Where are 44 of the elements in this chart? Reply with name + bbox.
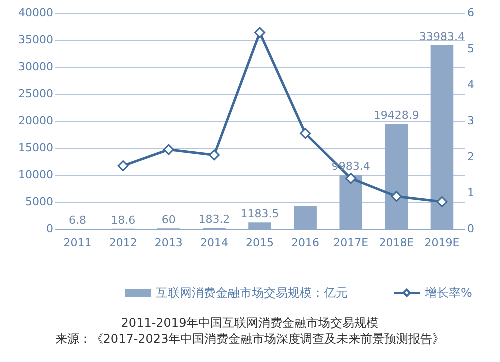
point (300, 128, 312, 140)
y-tick-label: 0 (46, 222, 54, 236)
x-tick-label: 2017E (334, 236, 369, 250)
data-label: 33983.4 (419, 30, 465, 44)
point (118, 160, 129, 172)
y2-tick-label: 4 (468, 78, 474, 92)
x-tick-label: 2019E (424, 236, 460, 250)
y-tick-label: 35000 (18, 34, 54, 46)
source-note: 来源：《2017-2023年中国消费金融市场深度调查及未来前景预测报告》 (55, 332, 445, 346)
point (208, 150, 220, 161)
data-label: 60 (162, 214, 176, 227)
y-tick-label: 30000 (18, 60, 54, 74)
y-tick-label: 20000 (18, 114, 54, 128)
y2-tick-label: 3 (468, 114, 474, 128)
data-label: 183.2 (198, 213, 230, 226)
legend-label: 互联网消费金融市场交易规模：亿元 (156, 286, 348, 300)
x-tick-label: 2013 (154, 236, 183, 250)
y2-tick-label: 1 (468, 186, 474, 200)
data-label: 18.6 (111, 214, 136, 227)
point (163, 144, 174, 156)
y-tick-label: 10000 (18, 168, 54, 182)
x-tick-label: 2011 (64, 236, 92, 250)
data-label: 1183.5 (240, 208, 280, 221)
x-tick-label: 2014 (200, 236, 228, 250)
y2-tick-label: 6 (468, 6, 474, 20)
point (346, 173, 357, 184)
y-tick-label: 40000 (18, 6, 54, 20)
x-tick-label: 2018E (379, 236, 414, 250)
y2-tick-label: 5 (468, 42, 474, 56)
x-tick-label: 2016 (292, 236, 320, 250)
text: 2011-2019年中国互联网消费金融市场交易规模 (121, 316, 379, 330)
y-tick-label: 15000 (18, 142, 54, 154)
y2-tick-label: 0 (468, 222, 474, 236)
data-label: 6.8 (69, 214, 87, 227)
point (391, 191, 402, 202)
point (436, 196, 448, 208)
x-tick-label: 2015 (246, 236, 274, 250)
x-tick-label: 2012 (109, 236, 138, 250)
y-tick-label: 25000 (18, 88, 54, 100)
y-tick-label: 5000 (26, 196, 54, 208)
y2-tick-label: 2 (468, 150, 474, 164)
legend-label: 增长率% (424, 286, 472, 300)
data-label: 19428.9 (374, 109, 420, 122)
point (254, 27, 266, 38)
